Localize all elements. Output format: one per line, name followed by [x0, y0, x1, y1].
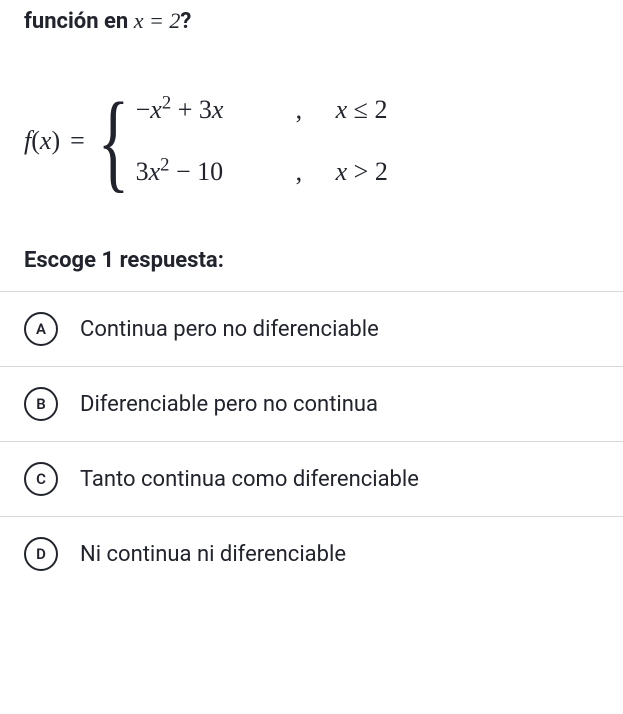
question-prefix: función en	[24, 9, 134, 34]
case-condition: x > 2	[336, 157, 388, 187]
option-text: Diferenciable pero no continua	[80, 392, 378, 417]
option-text: Continua pero no diferenciable	[80, 317, 379, 342]
lhs-open: (	[31, 126, 40, 155]
lhs-var: x	[40, 126, 52, 155]
instruction-text: Escoge 1 respuesta:	[0, 248, 623, 291]
cond-op: >	[354, 157, 369, 186]
case-expr: −x2 + 3x	[136, 95, 296, 125]
case-expr: 3x2 − 10	[136, 157, 296, 187]
option-letter: C	[36, 470, 46, 488]
option-letter-circle: D	[24, 537, 58, 571]
cond-var: x	[336, 157, 348, 186]
cond-var: x	[336, 95, 348, 124]
option-a[interactable]: A Continua pero no diferenciable	[0, 292, 623, 367]
case-comma: ,	[296, 95, 336, 125]
question-suffix: ?	[180, 9, 191, 34]
function-lhs: f(x)	[24, 126, 60, 156]
option-letter: D	[36, 545, 46, 563]
options-list: A Continua pero no diferenciable B Difer…	[0, 291, 623, 591]
piecewise-cases: −x2 + 3x , x ≤ 2 3x2 − 10 , x > 2	[136, 95, 388, 187]
option-letter-circle: B	[24, 387, 58, 421]
option-letter-circle: A	[24, 312, 58, 346]
option-b[interactable]: B Diferenciable pero no continua	[0, 367, 623, 442]
option-letter-circle: C	[24, 462, 58, 496]
question-title: función en x = 2?	[0, 0, 623, 34]
function-definition: f(x) = { −x2 + 3x , x ≤ 2 3x2 − 10 , x >…	[0, 34, 623, 248]
lhs-close: )	[51, 126, 60, 155]
option-d[interactable]: D Ni continua ni diferenciable	[0, 517, 623, 591]
question-val: 2	[169, 8, 180, 33]
option-letter: A	[36, 320, 46, 338]
cond-val: 2	[375, 157, 388, 186]
question-eq: =	[143, 8, 169, 33]
cond-val: 2	[374, 95, 387, 124]
case-comma: ,	[296, 157, 336, 187]
case-row: −x2 + 3x , x ≤ 2	[136, 95, 388, 125]
option-c[interactable]: C Tanto continua como diferenciable	[0, 442, 623, 517]
cond-op: ≤	[354, 95, 368, 124]
left-brace: {	[97, 86, 129, 196]
case-condition: x ≤ 2	[336, 95, 388, 125]
option-text: Ni continua ni diferenciable	[80, 542, 346, 567]
option-letter: B	[36, 395, 46, 413]
option-text: Tanto continua como diferenciable	[80, 467, 419, 492]
equals-sign: =	[70, 126, 85, 156]
case-row: 3x2 − 10 , x > 2	[136, 157, 388, 187]
